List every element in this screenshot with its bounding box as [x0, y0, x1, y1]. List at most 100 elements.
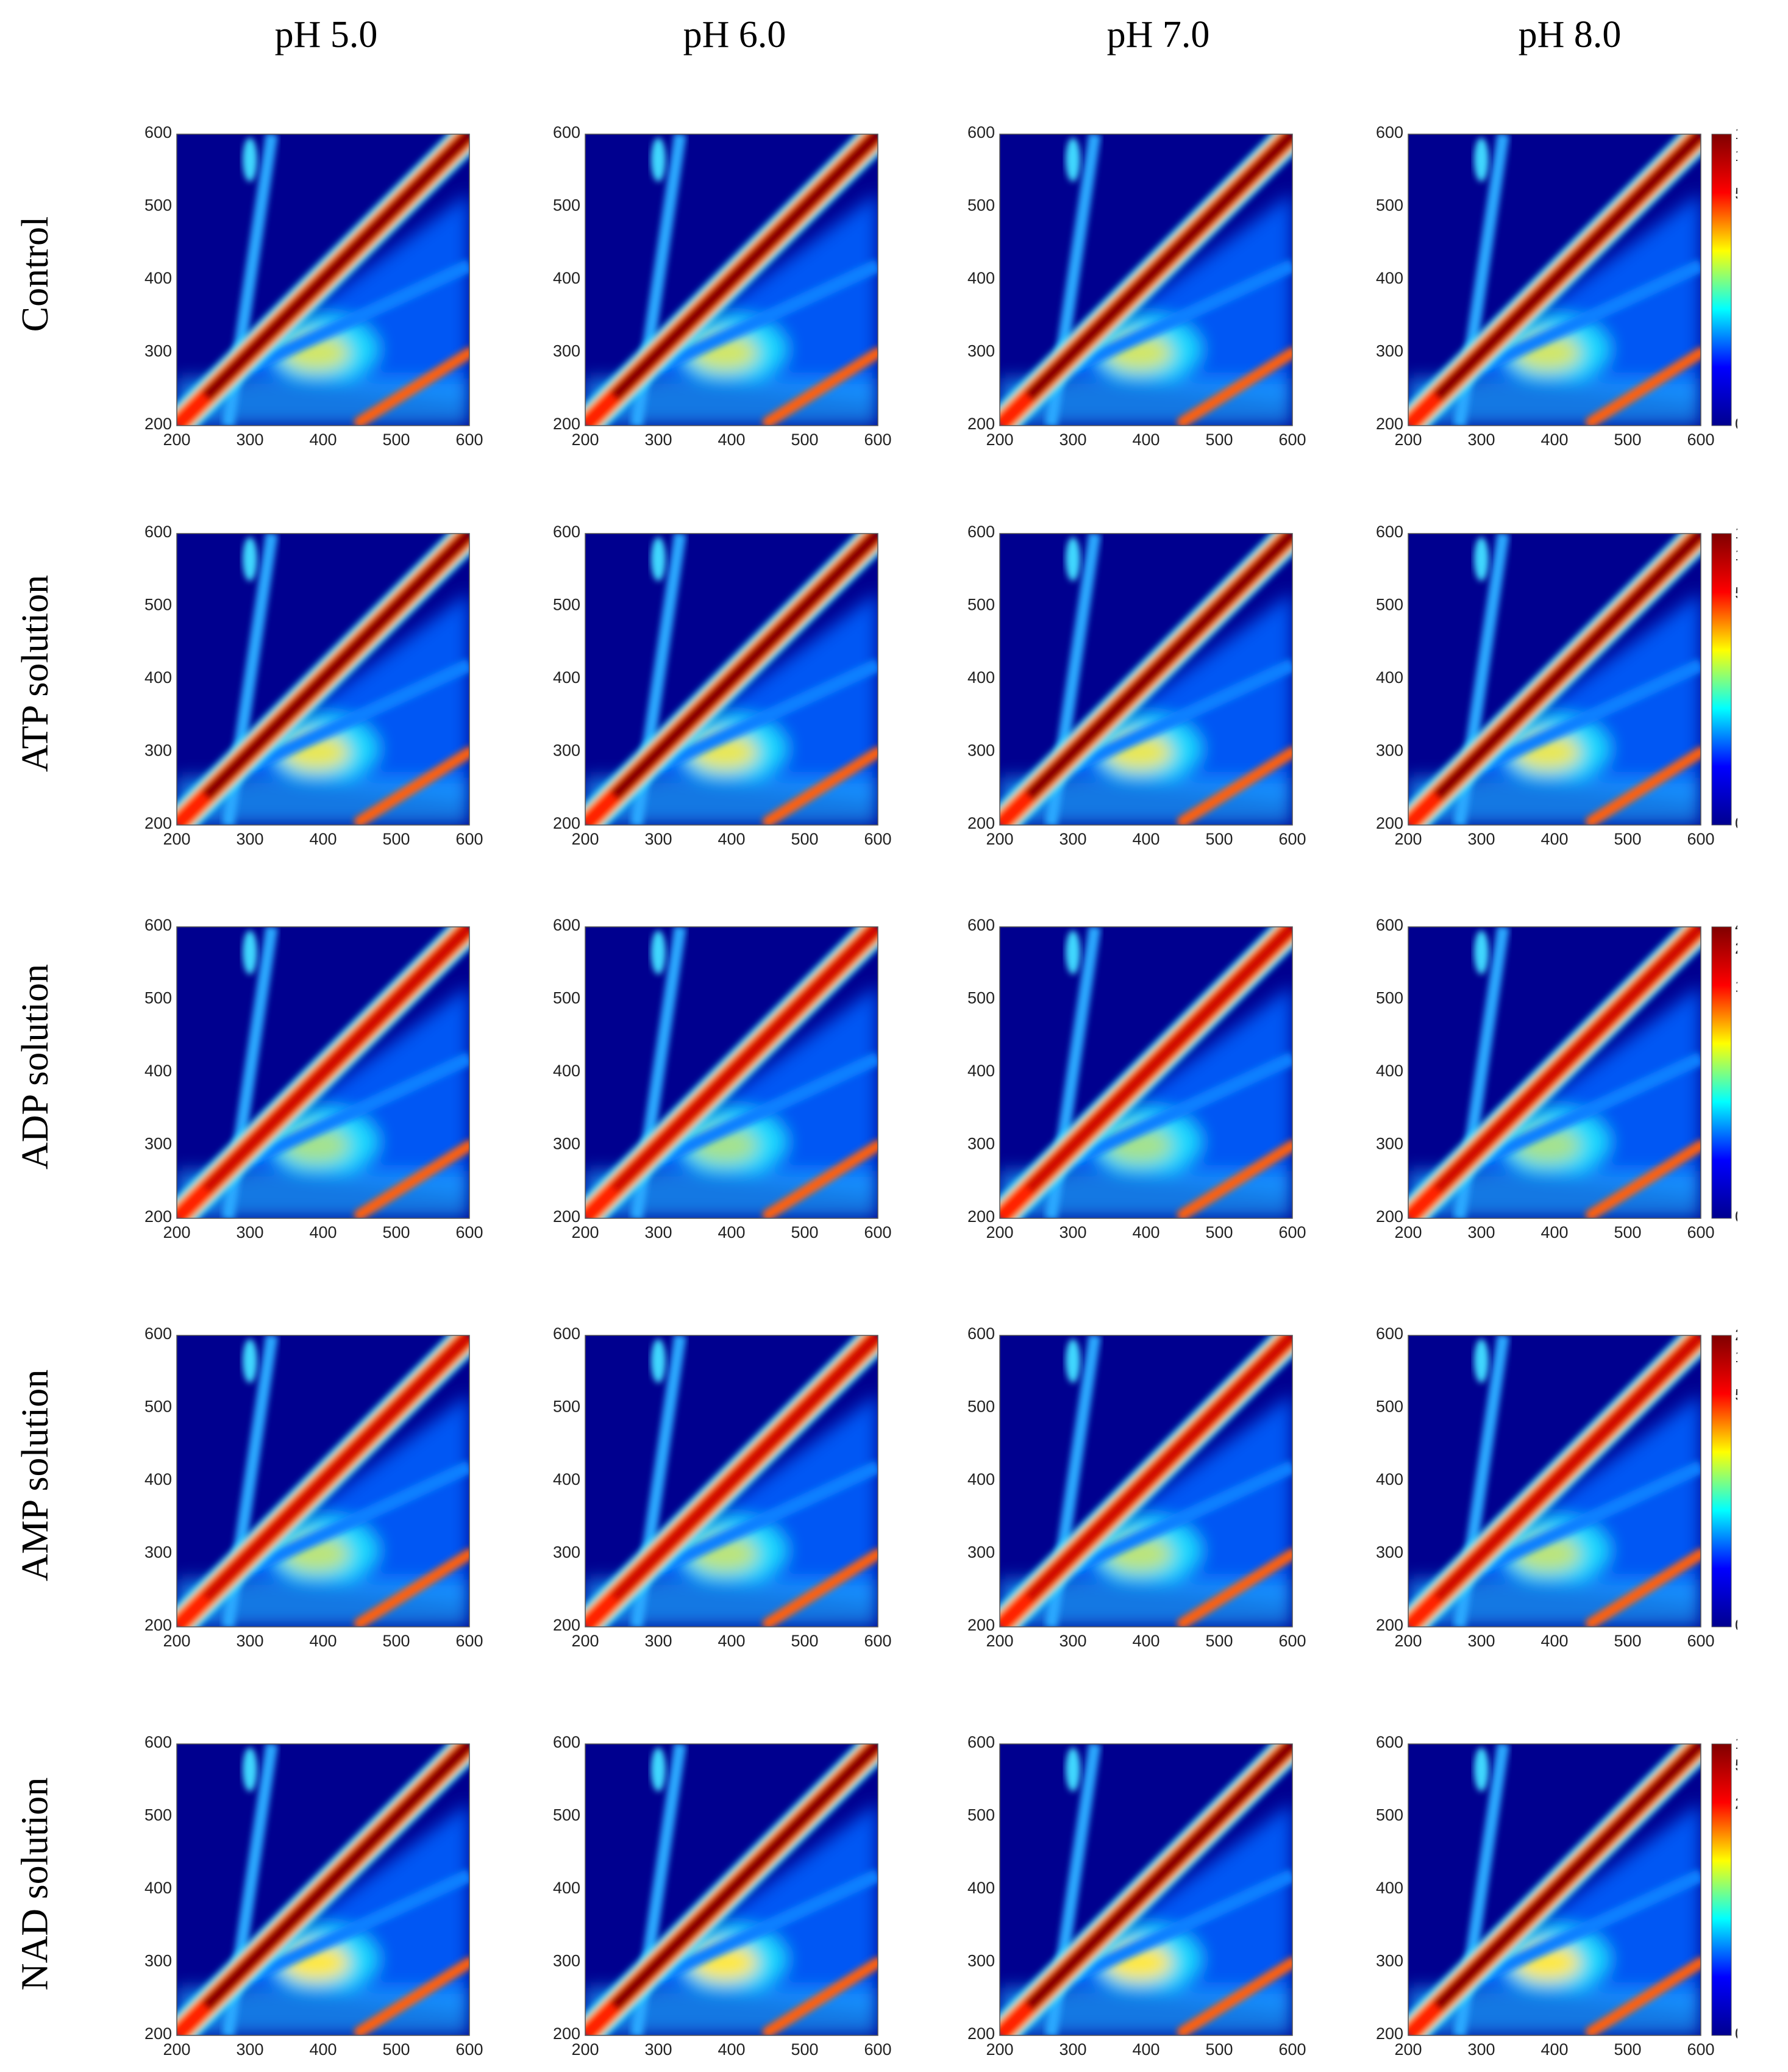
column-label-ph-1: pH 6.0	[683, 14, 786, 55]
y-tick-label: 400	[967, 1879, 995, 1897]
x-tick-label: 200	[571, 1223, 599, 1241]
x-tick-label: 500	[382, 1632, 410, 1650]
y-tick-label: 400	[1376, 269, 1403, 287]
y-tick-label: 200	[1376, 415, 1403, 433]
x-tick-label: 600	[1278, 430, 1306, 449]
x-tick-label: 500	[382, 430, 410, 449]
y-tick-label: 300	[144, 1543, 172, 1562]
y-tick-label: 300	[1376, 342, 1403, 360]
y-tick-label: 500	[144, 1398, 172, 1416]
y-tick-label: 600	[144, 123, 172, 141]
colorbar-tick-label: 0	[1735, 2024, 1737, 2043]
y-tick-label: 600	[553, 916, 580, 934]
eem-panel-r3-c1: 200 300 400 500 600 200 300 400 500 600	[553, 1324, 892, 1650]
column-label-ph-0: pH 5.0	[274, 14, 378, 55]
colorbar-tick-label: 100	[1735, 1734, 1737, 1752]
x-tick-label: 300	[1059, 830, 1086, 848]
x-tick-label: 200	[571, 1632, 599, 1650]
x-tick-label: 500	[791, 430, 818, 449]
y-tick-label: 500	[144, 1806, 172, 1824]
y-tick-label: 600	[1376, 523, 1403, 541]
y-tick-label: 300	[553, 1543, 580, 1562]
colorbar-tick-label: 200	[1735, 1326, 1737, 1344]
x-tick-label: 400	[1540, 1632, 1568, 1650]
y-tick-label: 500	[553, 596, 580, 614]
x-tick-label: 200	[986, 830, 1013, 848]
row-label-3: AMP solution	[14, 1369, 56, 1581]
eem-panel-r1-c1: 200 300 400 500 600 200 300 400 500 600	[553, 523, 892, 848]
row-label-4: NAD solution	[14, 1777, 56, 1990]
x-tick-label: 400	[1540, 2040, 1568, 2059]
x-tick-label: 500	[791, 2040, 818, 2059]
x-tick-label: 400	[1132, 2040, 1159, 2059]
x-tick-label: 500	[1614, 1632, 1641, 1650]
y-tick-label: 300	[967, 1952, 995, 1970]
y-tick-label: 600	[967, 123, 995, 141]
x-tick-label: 300	[644, 430, 672, 449]
y-tick-label: 600	[144, 1733, 172, 1751]
y-tick-label: 200	[553, 814, 580, 832]
x-tick-label: 200	[1394, 2040, 1422, 2059]
eem-panel-r3-c0: 200 300 400 500 600 200 300 400 500 600	[144, 1324, 483, 1650]
eem-panel-r3-c3: 200300400500600200300400500600200100500	[1376, 1324, 1737, 1650]
x-tick-label: 300	[644, 830, 672, 848]
y-tick-label: 600	[553, 1324, 580, 1343]
x-tick-label: 400	[1132, 430, 1159, 449]
y-tick-label: 400	[144, 1470, 172, 1488]
colorbar	[1711, 1743, 1732, 2036]
x-tick-label: 400	[1540, 1223, 1568, 1241]
y-tick-label: 300	[1376, 1952, 1403, 1970]
colorbar-tick-label: 25	[1735, 1794, 1737, 1812]
y-tick-label: 500	[967, 596, 995, 614]
eem-panel-r4-c2: 200 300 400 500 600 200 300 400 500 600	[967, 1733, 1306, 2059]
x-tick-label: 600	[1278, 1632, 1306, 1650]
eem-panel-r2-c1: 200 300 400 500 600 200 300 400 500 600	[553, 916, 892, 1241]
x-tick-label: 200	[571, 830, 599, 848]
y-tick-label: 400	[1376, 1470, 1403, 1488]
x-tick-label: 400	[718, 1223, 745, 1241]
y-tick-label: 200	[553, 2024, 580, 2043]
y-tick-label: 300	[553, 1135, 580, 1153]
y-tick-label: 300	[144, 342, 172, 360]
y-tick-label: 400	[553, 668, 580, 687]
y-tick-label: 400	[1376, 668, 1403, 687]
y-tick-label: 400	[553, 1062, 580, 1080]
y-tick-label: 200	[144, 814, 172, 832]
y-tick-label: 300	[553, 1952, 580, 1970]
colorbar-tick-label: 0	[1735, 1616, 1737, 1634]
x-tick-label: 200	[163, 2040, 190, 2059]
eem-panel-r0-c3: 200300400500600200300400500600150100500	[1376, 123, 1737, 449]
y-tick-label: 600	[144, 1324, 172, 1343]
colorbar-tick-label: 200	[1735, 939, 1737, 957]
x-tick-label: 500	[1614, 430, 1641, 449]
x-tick-label: 600	[455, 2040, 483, 2059]
y-tick-label: 200	[144, 1207, 172, 1226]
colorbar-tick-label: 100	[1735, 546, 1737, 564]
x-tick-label: 500	[382, 1223, 410, 1241]
x-tick-label: 200	[1394, 430, 1422, 449]
y-tick-label: 200	[967, 415, 995, 433]
y-tick-label: 600	[553, 123, 580, 141]
column-label-ph-3: pH 8.0	[1518, 14, 1622, 55]
y-tick-label: 500	[144, 196, 172, 215]
x-tick-label: 400	[309, 2040, 337, 2059]
colorbar-tick-label: 150	[1735, 124, 1737, 143]
x-tick-label: 400	[1540, 830, 1568, 848]
y-tick-label: 500	[967, 1398, 995, 1416]
colorbar-tick-label: 150	[1735, 524, 1737, 542]
x-tick-label: 300	[236, 1632, 263, 1650]
x-tick-label: 600	[455, 1223, 483, 1241]
y-tick-label: 300	[553, 342, 580, 360]
eem-panel-r1-c2: 200 300 400 500 600 200 300 400 500 600	[967, 523, 1306, 848]
x-tick-label: 300	[1059, 430, 1086, 449]
x-tick-label: 200	[986, 1223, 1013, 1241]
y-tick-label: 300	[144, 741, 172, 760]
y-tick-label: 200	[553, 415, 580, 433]
x-tick-label: 300	[1059, 2040, 1086, 2059]
y-tick-label: 500	[144, 596, 172, 614]
x-tick-label: 500	[1614, 1223, 1641, 1241]
y-tick-label: 300	[1376, 741, 1403, 760]
x-tick-label: 300	[1467, 430, 1495, 449]
y-tick-label: 500	[1376, 596, 1403, 614]
y-tick-label: 300	[144, 1135, 172, 1153]
